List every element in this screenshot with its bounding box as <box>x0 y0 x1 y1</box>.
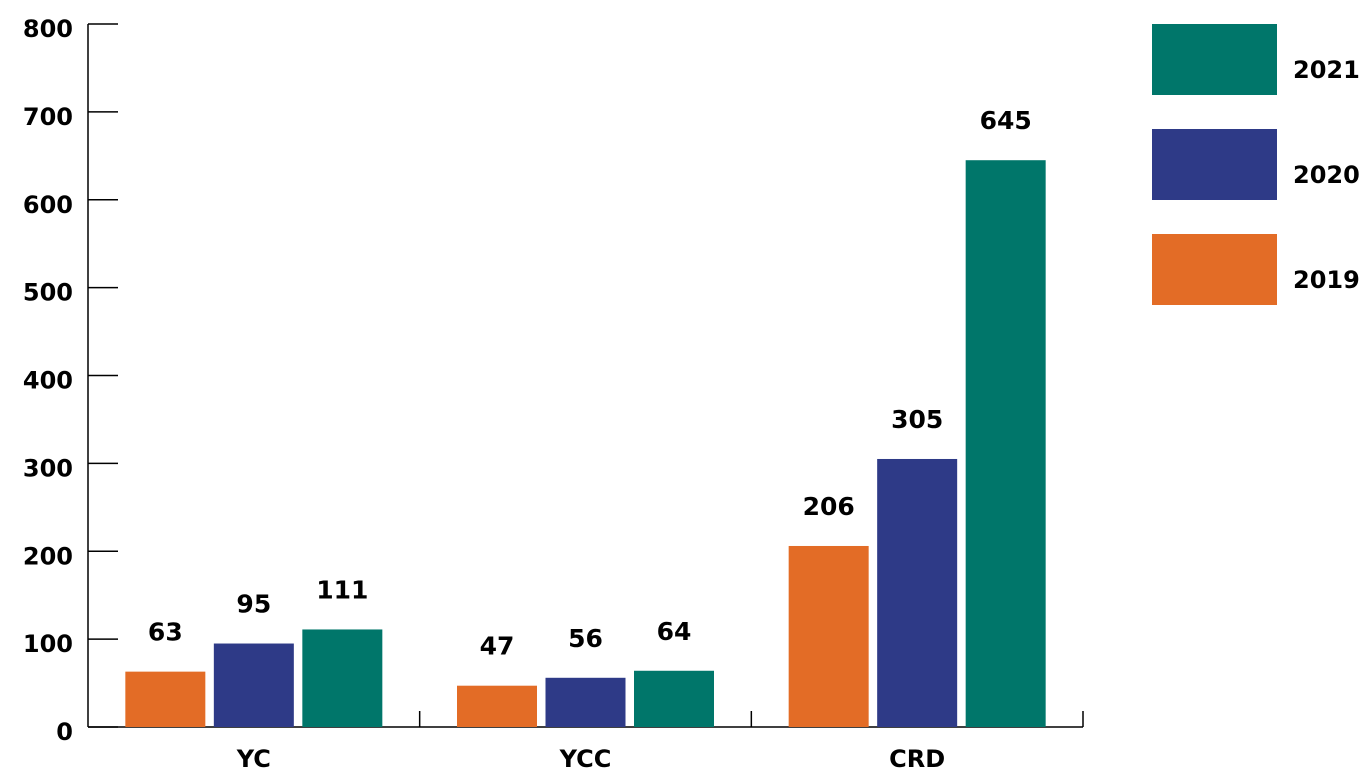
y-tick-label: 400 <box>23 367 73 395</box>
data-label: 645 <box>980 106 1032 135</box>
legend-label: 2020 <box>1293 161 1360 189</box>
data-label: 63 <box>148 618 183 647</box>
bar <box>457 685 537 727</box>
bar <box>125 671 206 727</box>
legend-label: 2019 <box>1293 266 1360 294</box>
legend-swatch <box>1152 24 1277 95</box>
legend-label: 2021 <box>1293 56 1360 84</box>
bar <box>965 160 1046 728</box>
y-tick-label: 600 <box>23 191 73 219</box>
data-label: 56 <box>568 624 603 653</box>
data-label: 95 <box>236 590 271 619</box>
x-tick-label: YCC <box>559 745 612 773</box>
y-tick-label: 500 <box>23 279 73 307</box>
bar <box>213 643 294 727</box>
x-tick-label: YC <box>236 745 271 773</box>
data-label: 111 <box>316 575 368 604</box>
legend-swatch <box>1152 129 1277 200</box>
bar <box>302 629 383 727</box>
y-tick-label: 200 <box>23 542 73 570</box>
bar <box>788 545 869 727</box>
x-tick-label: CRD <box>889 745 945 773</box>
y-tick-label: 100 <box>23 630 73 658</box>
y-tick-label: 700 <box>23 103 73 131</box>
bar <box>877 458 958 727</box>
data-label: 305 <box>891 405 943 434</box>
bar <box>545 677 626 727</box>
bar <box>634 670 714 727</box>
y-tick-label: 800 <box>23 15 73 43</box>
data-label: 206 <box>803 492 855 521</box>
data-label: 47 <box>480 632 515 661</box>
data-label: 64 <box>657 617 692 646</box>
y-tick-label: 300 <box>23 454 73 482</box>
legend-swatch <box>1152 234 1277 305</box>
y-tick-label: 0 <box>56 718 73 746</box>
